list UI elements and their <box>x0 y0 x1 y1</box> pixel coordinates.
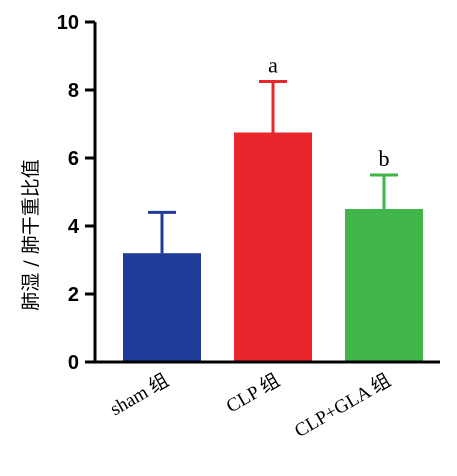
y-tick-label: 2 <box>68 284 79 306</box>
y-tick-label: 4 <box>68 216 80 238</box>
y-axis-label: 肺湿 / 肺干重比值 <box>20 159 42 310</box>
y-tick-label: 6 <box>68 148 79 170</box>
x-tick-label: sham 组 <box>106 369 172 420</box>
bar <box>123 253 201 361</box>
bar <box>234 132 312 361</box>
significance-label: a <box>268 53 278 78</box>
x-tick-label: CLP 组 <box>222 369 283 417</box>
y-tick-label: 0 <box>68 352 79 374</box>
x-tick-label: CLP+GLA 组 <box>291 369 395 442</box>
axes: 0 2 4 6 8 10 <box>57 12 440 374</box>
bar <box>345 209 423 361</box>
y-tick-label: 10 <box>57 12 79 34</box>
bars-group <box>123 80 423 361</box>
significance-label: b <box>379 146 390 171</box>
y-tick-label: 8 <box>68 80 79 102</box>
